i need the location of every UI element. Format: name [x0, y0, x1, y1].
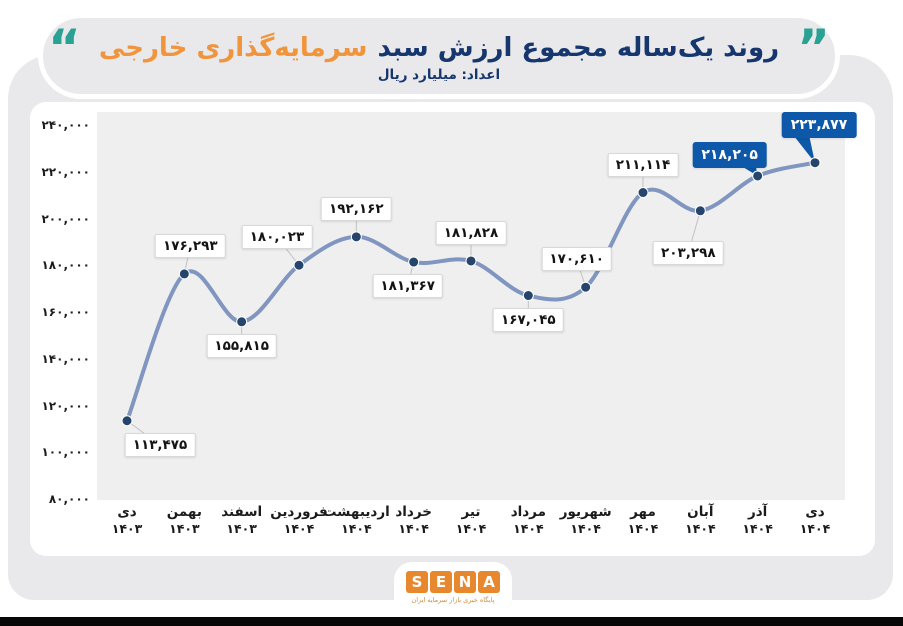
title-row: ” روند یک‌ساله مجموع ارزش سبد سرمایه‌گذا… [48, 23, 830, 73]
data-point [522, 290, 534, 302]
data-point-label: ۱۶۷,۰۴۵ [493, 307, 564, 332]
x-tick-month: آذر [747, 504, 768, 520]
x-tick-month: بهمن [166, 504, 202, 520]
logo-letter-tile: S [406, 571, 428, 593]
x-tick-month: مرداد [510, 504, 546, 520]
data-point-label: ۱۷۰,۶۱۰ [541, 247, 612, 272]
x-tick-year: ۱۴۰۴ [627, 521, 659, 536]
data-point-label: ۱۷۶,۲۹۳ [155, 233, 226, 258]
data-point-label: ۱۸۰,۰۲۳ [241, 225, 313, 250]
data-point [694, 205, 706, 217]
x-tick-month: فروردین [270, 504, 328, 520]
data-point-label: ۱۵۵,۸۱۵ [206, 333, 277, 358]
data-point [408, 256, 420, 268]
x-tick-month: شهریور [559, 504, 612, 520]
data-point [121, 415, 133, 427]
chart-card: ۲۴۰,۰۰۰ ۲۲۰,۰۰۰ ۲۰۰,۰۰۰ ۱۸۰,۰۰۰ ۱۶۰,۰۰۰ ۱۴۰,۰… [30, 102, 875, 556]
x-tick-year: ۱۴۰۴ [341, 521, 372, 536]
x-tick-year: ۱۴۰۴ [513, 521, 544, 536]
x-tick-label: اردیبهشت ۱۴۰۴ [314, 504, 398, 537]
title-highlight-text: سرمایه‌گذاری خارجی [98, 32, 368, 63]
data-point-label: ۱۸۱,۸۲۸ [435, 220, 507, 245]
x-tick-year: ۱۴۰۴ [283, 521, 315, 536]
data-point [809, 157, 821, 169]
x-tick-year: ۱۴۰۴ [742, 521, 773, 536]
x-tick-year: ۱۴۰۴ [455, 521, 487, 536]
x-tick-label: آبان ۱۴۰۴ [658, 504, 742, 537]
chart-units-subtitle: اعداد: میلیارد ریال [377, 66, 501, 83]
x-tick-year: ۱۴۰۳ [111, 521, 143, 536]
x-tick-year: ۱۴۰۴ [685, 521, 716, 536]
data-point-label: ۱۸۱,۳۶۷ [372, 274, 443, 299]
y-tick-label: ۸۰,۰۰۰ [48, 492, 90, 506]
x-tick-label: خرداد ۱۴۰۴ [372, 504, 456, 537]
x-tick-month: دی [805, 504, 825, 520]
x-tick-label: مهر ۱۴۰۴ [601, 504, 685, 537]
y-tick-label: ۱۰۰,۰۰۰ [41, 445, 90, 460]
bottom-bar [0, 617, 903, 626]
y-tick-label: ۲۲۰,۰۰۰ [41, 164, 90, 179]
x-tick-year: ۱۴۰۳ [226, 521, 257, 536]
data-point [465, 255, 477, 267]
x-tick-year: ۱۴۰۳ [169, 521, 200, 536]
data-point-label: ۱۱۳,۴۷۵ [124, 432, 196, 457]
y-tick-label: ۲۴۰,۰۰۰ [41, 118, 90, 132]
y-tick-label: ۱۲۰,۰۰۰ [41, 398, 90, 413]
data-point [236, 316, 248, 328]
x-tick-month: اردیبهشت [322, 504, 390, 520]
logo-letter-tile: N [454, 571, 476, 593]
line-chart [121, 134, 821, 446]
data-point [293, 259, 305, 271]
data-point-label-highlight: ۲۱۸,۲۰۵ [692, 141, 767, 168]
data-point [178, 268, 190, 280]
data-point [637, 187, 649, 199]
data-point-label: ۲۱۱,۱۱۴ [607, 152, 679, 177]
logo-letter-tile: E [430, 571, 452, 593]
y-tick-label: ۱۸۰,۰۰۰ [41, 258, 90, 273]
callout-tail [792, 134, 815, 163]
x-tick-label: شهریور ۱۴۰۴ [544, 504, 628, 537]
x-tick-month: آبان [687, 504, 714, 520]
y-tick-label: ۱۴۰,۰۰۰ [41, 351, 90, 366]
x-tick-month: تیر [461, 504, 481, 520]
x-tick-month: مهر [630, 504, 656, 520]
x-tick-month: اسفند [221, 504, 263, 520]
logo-letter-tile: A [478, 571, 500, 593]
x-tick-label: دی ۱۴۰۳ [85, 504, 169, 537]
page-title: روند یک‌ساله مجموع ارزش سبد سرمایه‌گذاری… [99, 33, 779, 64]
x-tick-year: ۱۴۰۴ [570, 521, 601, 536]
data-point [350, 231, 362, 243]
data-point [580, 281, 592, 293]
y-tick-label: ۲۰۰,۰۰۰ [41, 211, 90, 226]
x-tick-year: ۱۴۰۴ [398, 521, 429, 536]
data-point-label: ۲۰۳,۲۹۸ [653, 240, 724, 265]
x-tick-year: ۱۴۰۴ [799, 521, 831, 536]
data-point [752, 170, 764, 182]
trend-line [125, 160, 817, 423]
y-tick-label: ۱۶۰,۰۰۰ [41, 305, 90, 319]
x-tick-label: اسفند ۱۴۰۳ [200, 504, 284, 537]
quote-left-icon: “ [48, 18, 81, 77]
title-main-text: روند یک‌ساله مجموع ارزش سبد [377, 32, 780, 63]
x-tick-label: بهمن ۱۴۰۳ [142, 504, 226, 537]
quote-right-icon: ” [797, 18, 830, 77]
data-point-label-highlight: ۲۲۳,۸۷۷ [781, 111, 857, 138]
x-tick-label: تیر ۱۴۰۴ [429, 504, 513, 537]
x-tick-label: فروردین ۱۴۰۴ [257, 504, 341, 537]
x-tick-label: دی ۱۴۰۴ [773, 504, 857, 537]
header-pill: ” روند یک‌ساله مجموع ارزش سبد سرمایه‌گذا… [38, 13, 840, 99]
x-tick-month: دی [117, 504, 137, 520]
x-tick-label: آذر ۱۴۰۴ [716, 504, 800, 537]
logo-tagline: پایگاه خبری بازار سرمایه ایران [411, 596, 495, 604]
x-tick-month: خرداد [395, 504, 432, 520]
data-point-label: ۱۹۲,۱۶۲ [321, 196, 392, 221]
x-tick-label: مرداد ۱۴۰۴ [486, 504, 570, 537]
